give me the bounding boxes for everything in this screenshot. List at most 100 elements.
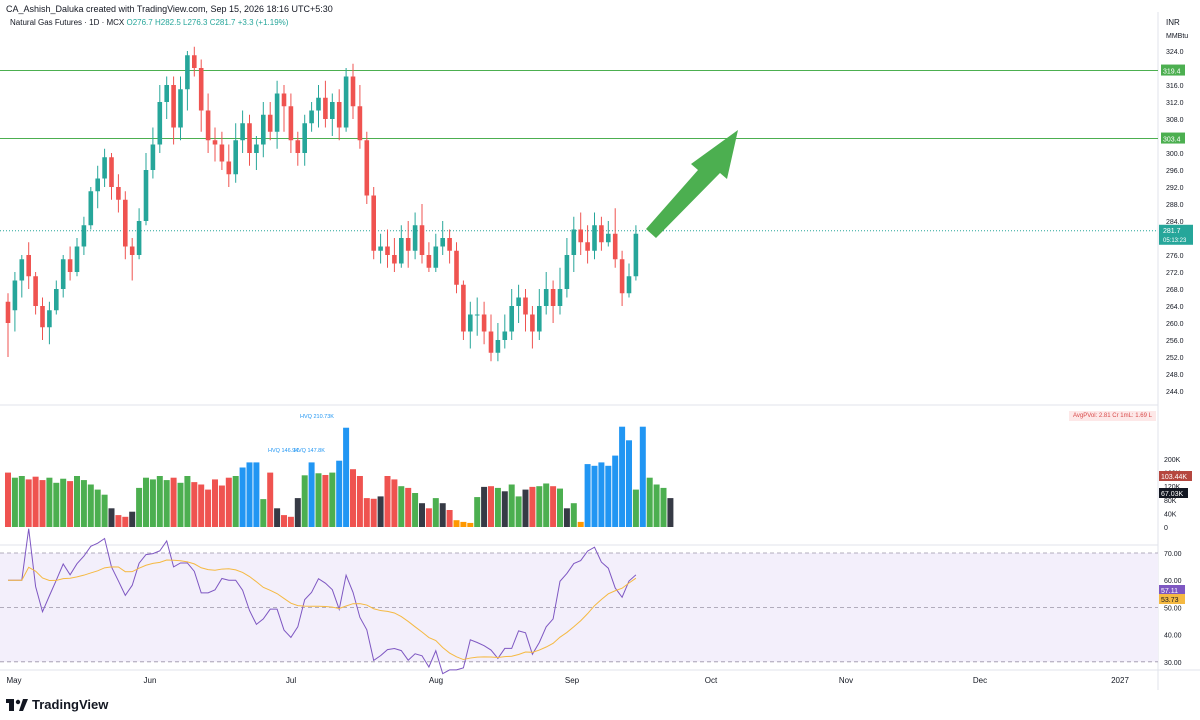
candle-body: [405, 238, 411, 251]
candle-body: [136, 221, 142, 255]
candle-body: [116, 187, 121, 200]
price-tick-label: 324.0: [1166, 49, 1184, 56]
candle-body: [33, 276, 38, 306]
candle-body: [205, 110, 211, 141]
candle-body: [488, 331, 494, 353]
volume-bar: [163, 480, 170, 527]
chart-credit: CA_Ashish_Daluka created with TradingVie…: [6, 4, 333, 14]
tradingview-logo[interactable]: TradingView: [6, 697, 108, 712]
price-tick-label: 300.0: [1166, 151, 1184, 158]
volume-bar: [398, 486, 405, 527]
rsi-ma-badge-text: 53.73: [1161, 597, 1179, 604]
price-tick-label: 288.0: [1166, 202, 1184, 209]
candle-body: [26, 255, 31, 277]
candle-body: [157, 102, 163, 145]
time-label: Sep: [565, 676, 580, 685]
candle-body: [378, 246, 383, 251]
candle-body: [123, 199, 128, 247]
volume-average-label: AvgPVol: 2.81 Cr 1mL: 1.69 L: [1069, 411, 1156, 421]
volume-bar: [384, 476, 391, 527]
volume-bar: [87, 484, 94, 527]
volume-bar: [308, 462, 315, 527]
unit-label: MMBtu: [1166, 33, 1189, 40]
level-badge-text-upper: 319.4: [1163, 69, 1181, 76]
volume-bar: [515, 496, 522, 527]
volume-bar: [149, 479, 156, 527]
rsi-panel: 70.00 60.00 50.00 40.00 30.00: [0, 528, 1182, 675]
volume-bar: [432, 498, 439, 527]
volume-bar: [260, 499, 267, 527]
candle-body: [612, 233, 618, 260]
volume-bar: [370, 498, 377, 527]
price-tick-label: 296.0: [1166, 168, 1184, 175]
volume-bar: [39, 480, 46, 527]
volume-bar: [212, 479, 218, 527]
candle-body: [102, 157, 107, 179]
candle-body: [440, 238, 445, 247]
horizontal-levels[interactable]: 319.4 303.4: [0, 64, 1185, 232]
volume-bar: [67, 481, 74, 527]
rsi-tick-label: 60.00: [1164, 578, 1182, 585]
candle-body: [323, 97, 328, 119]
candle-body: [240, 123, 245, 141]
candle-body: [371, 195, 376, 251]
countdown-text: 05:13:23: [1163, 238, 1187, 244]
ohlc-close: C281.7: [209, 18, 236, 27]
candle-body: [267, 114, 273, 132]
volume-badge-dark-text: 67.03K: [1161, 491, 1184, 498]
volume-bar: [612, 455, 619, 527]
candle-body: [557, 289, 563, 306]
candle-body: [81, 225, 87, 247]
volume-bar: [494, 487, 501, 527]
symbol-legend[interactable]: Natural Gas Futures · 1D · MCX O276.7 H2…: [10, 18, 288, 27]
volume-bar: [322, 474, 329, 527]
candle-body: [47, 310, 52, 328]
volume-bar: [115, 515, 122, 527]
volume-bar: [18, 476, 25, 527]
volume-bar: [315, 473, 322, 527]
candle-body: [419, 225, 425, 255]
volume-bar: [74, 476, 80, 527]
volume-tick-label: 120K: [1164, 484, 1181, 491]
candle-body: [316, 97, 321, 111]
level-badge-lower: [1161, 132, 1185, 144]
volume-bar: [667, 498, 674, 527]
candle-body: [571, 229, 577, 255]
volume-bar: [460, 521, 467, 527]
time-label: Jul: [286, 676, 296, 685]
volume-bar: [32, 476, 39, 527]
price-tick-label: 252.0: [1166, 355, 1184, 362]
trend-arrow-icon[interactable]: [646, 130, 738, 238]
hvq-label: HVQ 147.8K: [294, 448, 325, 454]
candle-body: [336, 102, 342, 128]
time-axis: May Jun Jul Aug Sep Oct Nov Dec 2027: [6, 676, 1129, 685]
volume-bar: [563, 508, 570, 527]
volume-bar: [453, 520, 460, 527]
rsi-ma-badge: [1159, 594, 1185, 604]
volume-bar: [543, 483, 550, 527]
candle-body: [392, 255, 397, 264]
last-price-text: 281.7: [1163, 228, 1181, 235]
candle-body: [5, 301, 11, 323]
candle-body: [129, 246, 135, 255]
volume-bar: [301, 475, 308, 527]
candlestick-series: [5, 46, 639, 362]
volume-bar: [508, 484, 515, 527]
time-label: Nov: [839, 676, 853, 685]
volume-bar: [80, 480, 87, 527]
volume-bar: [177, 482, 184, 527]
ohlc-high: H282.5: [154, 18, 181, 27]
price-tick-label: 316.0: [1166, 83, 1184, 90]
price-tick-label: 308.0: [1166, 117, 1184, 124]
volume-bar: [419, 503, 425, 527]
price-tick-label: 264.0: [1166, 304, 1184, 311]
candle-body: [178, 89, 183, 128]
candle-body: [543, 289, 549, 306]
volume-badge-dark: [1159, 488, 1188, 498]
volume-bar: [143, 477, 149, 527]
candle-body: [495, 340, 501, 353]
volume-bar: [467, 522, 474, 527]
candle-body: [212, 140, 218, 145]
candle-body: [88, 191, 94, 226]
